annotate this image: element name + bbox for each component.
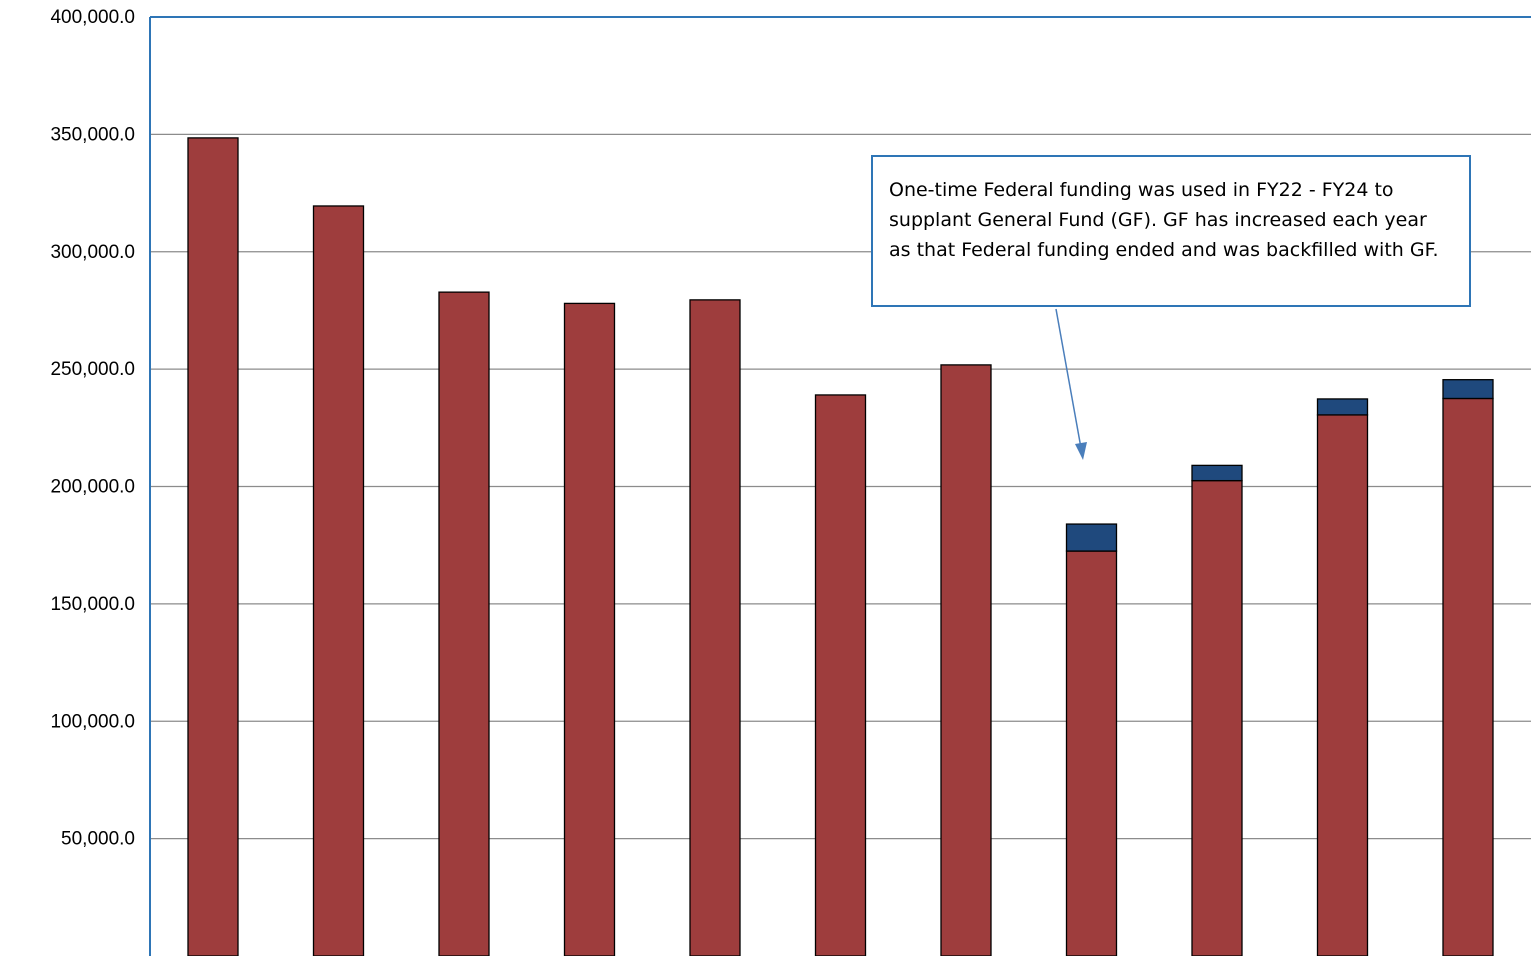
- bar-segment-primary: [689, 299, 741, 956]
- bar-segment-primary: [312, 205, 365, 956]
- bar-segment-secondary: [1316, 398, 1369, 416]
- y-tick-label: 100,000.0: [50, 711, 135, 732]
- y-tick-label: 350,000.0: [50, 124, 135, 145]
- axes: [149, 16, 1531, 956]
- y-tick-label: 300,000.0: [50, 242, 135, 263]
- y-tick-labels: 50,000.0 100,000.0 150,000.0 200,000.0 250,0…: [50, 7, 135, 850]
- arrow-head: [1075, 442, 1087, 460]
- bar-segment-primary: [814, 394, 867, 956]
- bar-segment-primary: [1065, 550, 1118, 956]
- bar-segment-primary: [1316, 414, 1369, 956]
- y-tick-label: 50,000.0: [61, 829, 135, 850]
- y-tick-label: 250,000.0: [50, 359, 135, 380]
- bar-segment-secondary: [1442, 379, 1494, 400]
- bar-segment-primary: [563, 302, 616, 956]
- bar-segment-primary: [187, 137, 239, 956]
- y-tick-label: 400,000.0: [50, 7, 135, 28]
- bar-segment-primary: [940, 364, 992, 956]
- bar-segment-primary: [438, 291, 490, 956]
- bar-segment-secondary: [1065, 523, 1118, 552]
- y-tick-label: 200,000.0: [50, 477, 135, 498]
- bar-segment-primary: [1442, 397, 1494, 956]
- annotation-callout: One-time Federal funding was used in FY2…: [871, 155, 1471, 307]
- bar-segment-primary: [1191, 479, 1243, 956]
- bars: [187, 137, 1494, 956]
- bar-segment-secondary: [1191, 464, 1243, 482]
- y-tick-label: 150,000.0: [50, 594, 135, 615]
- annotation-text: One-time Federal funding was used in FY2…: [889, 179, 1439, 261]
- arrow-shaft: [1055, 308, 1082, 449]
- annotation-arrow: [1055, 308, 1087, 460]
